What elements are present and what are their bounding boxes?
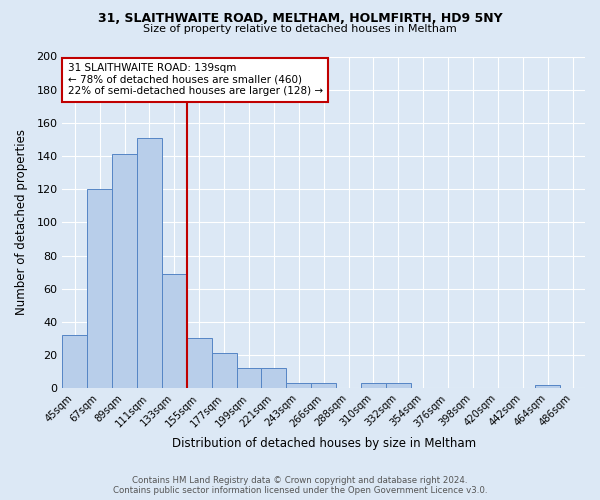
Text: 31 SLAITHWAITE ROAD: 139sqm
← 78% of detached houses are smaller (460)
22% of se: 31 SLAITHWAITE ROAD: 139sqm ← 78% of det… xyxy=(68,63,323,96)
Bar xyxy=(137,138,162,388)
Bar xyxy=(162,274,187,388)
Bar xyxy=(236,368,262,388)
Bar xyxy=(535,385,560,388)
Text: Size of property relative to detached houses in Meltham: Size of property relative to detached ho… xyxy=(143,24,457,34)
Bar xyxy=(112,154,137,388)
Bar xyxy=(87,189,112,388)
Text: Contains HM Land Registry data © Crown copyright and database right 2024.
Contai: Contains HM Land Registry data © Crown c… xyxy=(113,476,487,495)
Bar xyxy=(187,338,212,388)
Y-axis label: Number of detached properties: Number of detached properties xyxy=(15,130,28,316)
Bar xyxy=(62,335,87,388)
Bar xyxy=(311,383,336,388)
Bar xyxy=(286,383,311,388)
Bar xyxy=(212,354,236,388)
Text: 31, SLAITHWAITE ROAD, MELTHAM, HOLMFIRTH, HD9 5NY: 31, SLAITHWAITE ROAD, MELTHAM, HOLMFIRTH… xyxy=(98,12,502,26)
Bar xyxy=(386,383,411,388)
X-axis label: Distribution of detached houses by size in Meltham: Distribution of detached houses by size … xyxy=(172,437,476,450)
Bar xyxy=(361,383,386,388)
Bar xyxy=(262,368,286,388)
